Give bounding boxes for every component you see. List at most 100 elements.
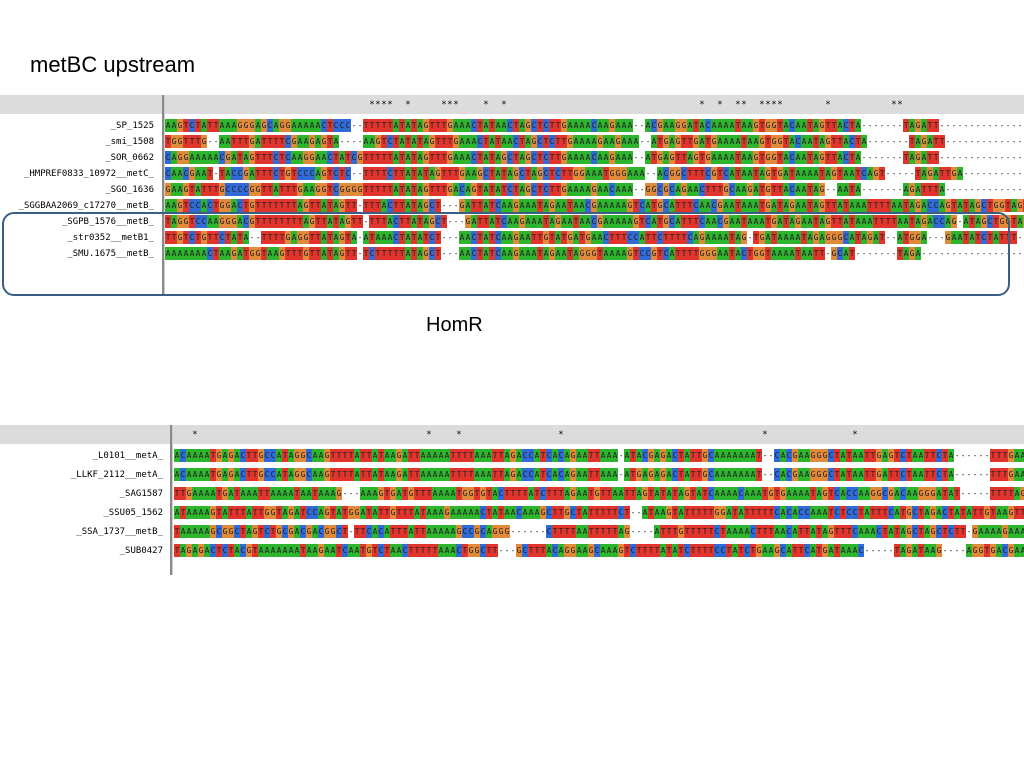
base-cell: A	[924, 506, 930, 519]
base-cell: -	[891, 135, 897, 148]
base-cell: -	[999, 151, 1005, 164]
base-cell: T	[1011, 215, 1017, 228]
base-cell: G	[423, 183, 429, 196]
base-cell: T	[228, 506, 234, 519]
base-cell: A	[219, 119, 225, 132]
base-cell: T	[720, 525, 726, 538]
base-cell: A	[192, 506, 198, 519]
conservation-star: *	[483, 100, 489, 110]
base-cell: A	[324, 544, 330, 557]
base-cell: G	[324, 449, 330, 462]
base-cell: T	[987, 231, 993, 244]
sequence-name[interactable]: _SMU.1675__metB_	[67, 249, 154, 259]
base-cell: A	[858, 468, 864, 481]
base-cell: A	[780, 468, 786, 481]
base-cell: G	[768, 487, 774, 500]
column-divider[interactable]	[162, 95, 165, 295]
base-cell: A	[813, 167, 819, 180]
base-cell: T	[387, 247, 393, 260]
base-cell: A	[654, 449, 660, 462]
base-cell: T	[450, 449, 456, 462]
sequence-name[interactable]: _SOR_0662	[105, 153, 154, 163]
base-cell: G	[567, 231, 573, 244]
base-cell: T	[693, 247, 699, 260]
sequence-name[interactable]: _LLKF_2112__metA_	[70, 470, 163, 480]
base-cell: A	[288, 468, 294, 481]
base-cell: A	[471, 215, 477, 228]
base-cell: T	[381, 135, 387, 148]
base-cell: T	[234, 506, 240, 519]
base-cell: T	[381, 183, 387, 196]
base-cell: -	[891, 247, 897, 260]
base-cell: -	[345, 135, 351, 148]
sequence-name[interactable]: _SGPB_1576__metB_	[61, 217, 154, 227]
base-cell: T	[903, 119, 909, 132]
base-cell: G	[177, 231, 183, 244]
base-cell: G	[294, 449, 300, 462]
base-cell: A	[567, 119, 573, 132]
base-cell: T	[234, 487, 240, 500]
base-cell: T	[420, 506, 426, 519]
base-cell: A	[729, 167, 735, 180]
base-cell: -	[213, 135, 219, 148]
sequence-name[interactable]: _L0101__metA_	[92, 451, 163, 461]
base-cell: G	[819, 183, 825, 196]
sequence-name[interactable]: _HMPREF0833_10972__metC_	[23, 169, 154, 179]
sequence-name[interactable]: _SGGBAA2069_c17270__metB_	[18, 201, 154, 211]
base-cell: A	[801, 135, 807, 148]
base-cell: A	[732, 468, 738, 481]
base-cell: A	[465, 247, 471, 260]
base-cell: A	[609, 135, 615, 148]
sequence-name[interactable]: _SP_1525	[110, 121, 154, 131]
base-cell: T	[513, 151, 519, 164]
base-cell: T	[657, 215, 663, 228]
base-cell: T	[762, 525, 768, 538]
base-cell: A	[501, 231, 507, 244]
sequence-name[interactable]: _SUB0427	[119, 546, 163, 556]
base-cell: C	[270, 468, 276, 481]
base-cell: A	[297, 151, 303, 164]
base-cell: C	[528, 449, 534, 462]
base-cell: T	[345, 199, 351, 212]
base-cell: G	[570, 449, 576, 462]
base-cell: G	[225, 215, 231, 228]
base-cell: A	[495, 183, 501, 196]
base-cell: A	[693, 183, 699, 196]
sequence-name[interactable]: _SAG1587	[119, 489, 163, 499]
base-cell: G	[321, 183, 327, 196]
base-cell: G	[261, 119, 267, 132]
column-divider[interactable]	[170, 425, 173, 575]
sequence-name[interactable]: _smi_1508	[105, 137, 154, 147]
base-cell: T	[939, 167, 945, 180]
base-cell: -	[453, 247, 459, 260]
base-cell: T	[477, 183, 483, 196]
base-cell: G	[921, 215, 927, 228]
sequence-name[interactable]: _SSU05_1562	[103, 508, 163, 518]
sequence-name[interactable]: _SGO_1636	[105, 185, 154, 195]
base-cell: C	[240, 449, 246, 462]
sequence-name[interactable]: _SSA_1737__metB_	[76, 527, 163, 537]
base-cell: T	[489, 183, 495, 196]
base-cell: T	[381, 215, 387, 228]
base-cell: C	[207, 199, 213, 212]
base-cell: T	[828, 506, 834, 519]
base-cell: A	[603, 183, 609, 196]
base-cell: C	[633, 231, 639, 244]
sequence-name[interactable]: _str0352__metB1_	[67, 233, 154, 243]
base-cell: T	[849, 119, 855, 132]
base-cell: G	[531, 135, 537, 148]
base-cell: -	[648, 525, 654, 538]
base-cell: T	[279, 135, 285, 148]
base-cell: G	[468, 487, 474, 500]
base-cell: -	[630, 506, 636, 519]
base-cell: A	[405, 119, 411, 132]
base-cell: G	[906, 544, 912, 557]
base-cell: A	[720, 449, 726, 462]
base-cell: C	[900, 449, 906, 462]
base-cell: T	[396, 525, 402, 538]
base-cell: T	[1014, 506, 1020, 519]
base-cell: G	[822, 544, 828, 557]
base-cell: A	[855, 183, 861, 196]
base-cell: -	[891, 231, 897, 244]
base-cell: A	[561, 215, 567, 228]
